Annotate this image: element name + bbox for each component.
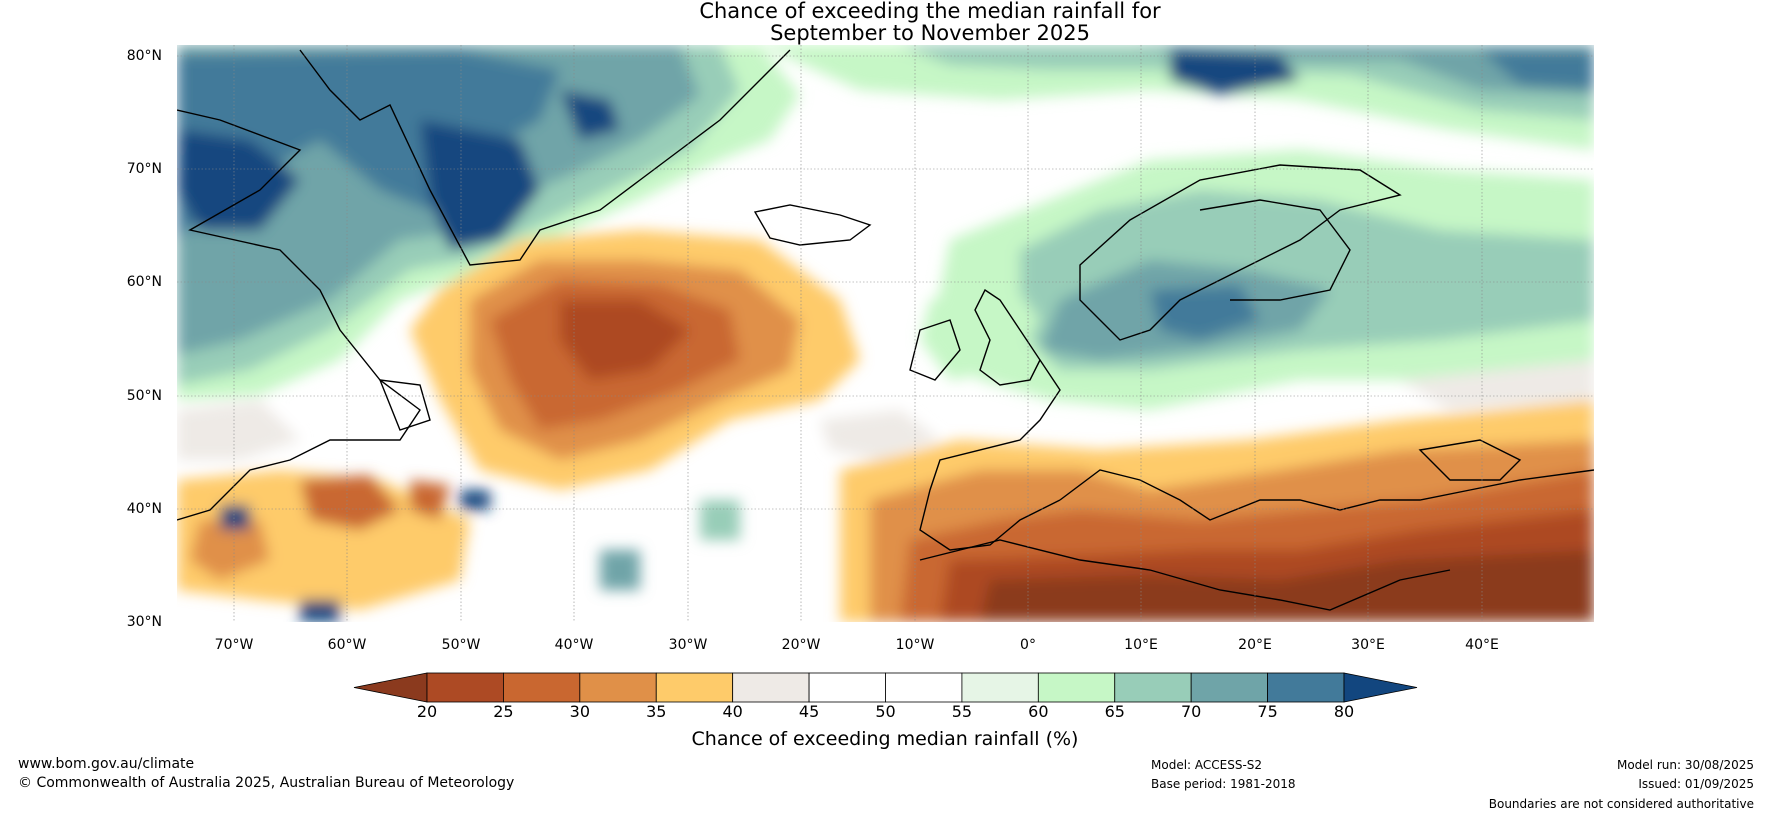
longitude-label: 0° — [1020, 637, 1036, 653]
longitude-label: 20°E — [1238, 637, 1272, 653]
map-title-line-1: Chance of exceeding the median rainfall … — [699, 0, 1161, 23]
graticule — [177, 45, 1594, 622]
longitude-label: 20°W — [781, 637, 821, 653]
longitude-label: 30°E — [1351, 637, 1385, 653]
colorbar-tick-label: 60 — [1028, 702, 1049, 721]
colorbar-segment — [885, 672, 963, 703]
colorbar-tick-label: 45 — [798, 702, 820, 721]
latitude-label: 70°N — [126, 161, 162, 177]
colorbar-segment — [1037, 672, 1116, 703]
colorbar-tick-label: 70 — [1180, 702, 1202, 721]
copyright-text: © Commonwealth of Australia 2025, Austra… — [18, 775, 515, 791]
model-run-date: Model run: 30/08/2025 — [1616, 758, 1754, 772]
latitude-label: 30°N — [126, 614, 162, 630]
longitude-label: 10°E — [1124, 637, 1158, 653]
colorbar-segment — [655, 672, 734, 703]
coastlines — [177, 49, 1594, 611]
model-name: Model: ACCESS-S2 — [1151, 758, 1263, 772]
probability-field — [177, 45, 1594, 622]
boundaries-disclaimer: Boundaries are not considered authoritat… — [1488, 797, 1754, 811]
colorbar-segment — [961, 672, 1039, 703]
colorbar-tick-label: 50 — [875, 702, 896, 721]
colorbar-tick-label: 25 — [493, 702, 514, 721]
longitude-label: 60°W — [327, 637, 367, 653]
colorbar-segment — [426, 672, 504, 703]
longitude-label: 30°W — [668, 637, 708, 653]
colorbar — [353, 672, 1418, 703]
colorbar-tick-label: 65 — [1104, 702, 1125, 721]
colorbar-tick-label: 40 — [722, 702, 743, 721]
colorbar-segment — [579, 672, 657, 703]
colorbar-segment — [503, 672, 581, 703]
latitude-label: 60°N — [126, 274, 162, 290]
longitude-label: 70°W — [214, 637, 254, 653]
longitude-label: 10°W — [895, 637, 935, 653]
latitude-label: 50°N — [126, 388, 162, 404]
latitude-label: 80°N — [126, 48, 162, 64]
colorbar-segment — [1190, 672, 1268, 703]
website-link[interactable]: www.bom.gov.au/climate — [18, 756, 195, 772]
colorbar-extend-low — [353, 672, 428, 703]
map-title-line-2: September to November 2025 — [770, 21, 1090, 45]
colorbar-label: Chance of exceeding median rainfall (%) — [691, 728, 1079, 750]
latitude-label: 40°N — [126, 501, 162, 517]
colorbar-tick-label: 80 — [1333, 702, 1355, 721]
colorbar-segment — [1267, 672, 1345, 703]
colorbar-tick-label: 75 — [1257, 702, 1278, 721]
colorbar-extend-high — [1343, 672, 1418, 703]
colorbar-tick-label: 20 — [416, 702, 438, 721]
colorbar-tick-label: 30 — [569, 702, 590, 721]
longitude-label: 50°W — [441, 637, 481, 653]
colorbar-tick-label: 55 — [951, 702, 973, 721]
issued-date: Issued: 01/09/2025 — [1638, 777, 1754, 791]
longitude-label: 40°E — [1465, 637, 1499, 653]
colorbar-segment — [808, 672, 886, 703]
colorbar-segment — [1114, 672, 1192, 703]
longitude-label: 40°W — [554, 637, 594, 653]
colorbar-tick-label: 35 — [646, 702, 667, 721]
colorbar-segment — [732, 672, 810, 703]
base-period: Base period: 1981-2018 — [1151, 777, 1296, 791]
